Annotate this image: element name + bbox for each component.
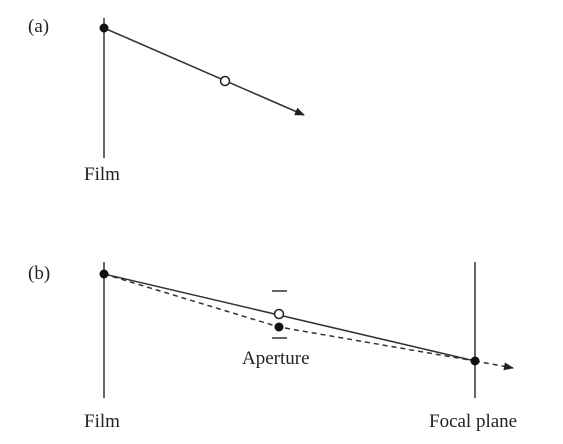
sampled-ray-continuation [474,360,514,371]
chief-ray [103,273,476,362]
film-label-b: Film [84,411,120,432]
focal-point [470,356,480,366]
panel-a-tag: (a) [28,16,49,37]
aperture-sample-point [274,322,284,332]
aperture-label: Aperture [242,348,310,369]
ray-a [103,27,305,116]
film-point-a [99,23,109,33]
panel-a: (a) Film [28,16,305,185]
focal-plane-label: Focal plane [429,411,517,432]
aperture-center-point [273,308,285,320]
film-label-a: Film [84,164,120,185]
film-point-b [99,269,109,279]
lens-center-point-a [219,75,231,87]
panel-b-tag: (b) [28,263,50,284]
panel-b: (b) Aperture Film Focal plane [28,262,517,432]
